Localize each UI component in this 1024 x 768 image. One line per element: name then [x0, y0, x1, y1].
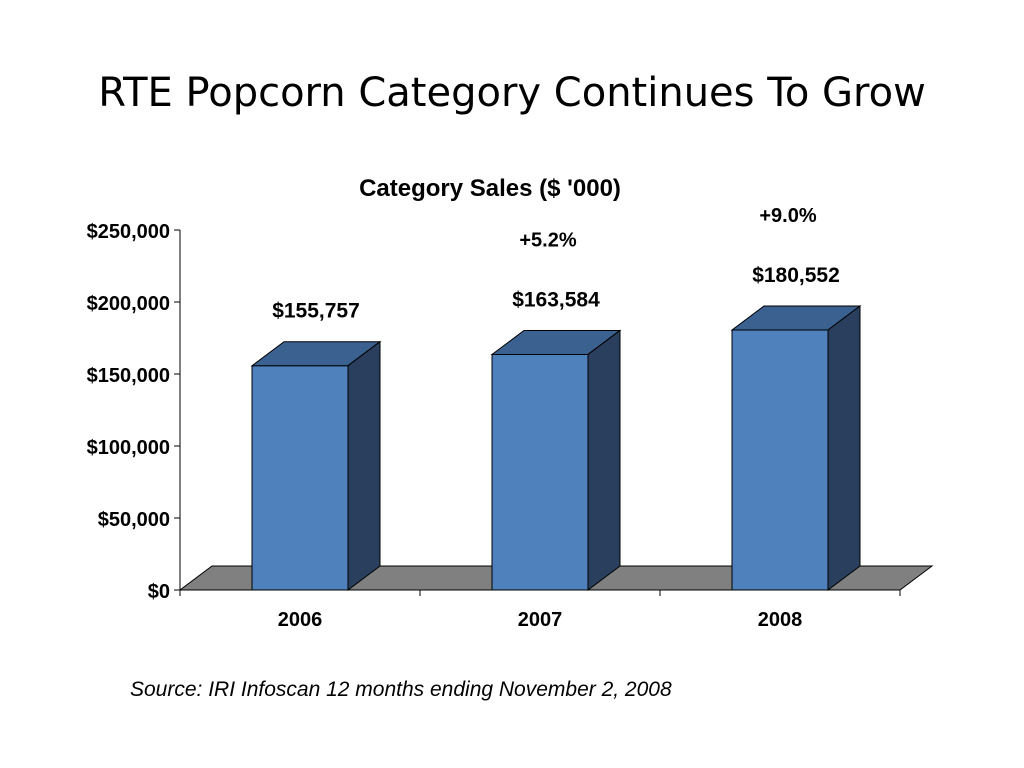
y-tick-label: $250,000	[87, 221, 170, 243]
y-tick-label: $50,000	[98, 509, 170, 531]
bar-front	[731, 329, 829, 591]
bar-value-label: $155,757	[272, 300, 360, 323]
bar-value-label: $163,584	[512, 288, 600, 311]
y-tick-label: $200,000	[87, 293, 170, 315]
chart-title: Category Sales ($ '000)	[359, 175, 621, 202]
bar-value-label: $180,552	[752, 264, 840, 287]
bar-side	[827, 305, 861, 591]
growth-label: +5.2%	[519, 229, 576, 251]
slide-title: RTE Popcorn Category Continues To Grow	[98, 70, 926, 116]
y-tick-label: $150,000	[87, 365, 170, 387]
growth-label: +9.0%	[759, 205, 816, 227]
x-category-label: 2006	[278, 609, 323, 631]
y-tick-label: $0	[148, 581, 170, 603]
source-note: Source: IRI Infoscan 12 months ending No…	[130, 678, 672, 701]
bar-front	[251, 365, 349, 591]
x-category-label: 2007	[518, 609, 563, 631]
bar-side	[587, 329, 621, 591]
bar-front	[491, 353, 589, 591]
y-tick-label: $100,000	[87, 437, 170, 459]
bar-side	[347, 340, 381, 591]
x-category-label: 2008	[758, 609, 803, 631]
